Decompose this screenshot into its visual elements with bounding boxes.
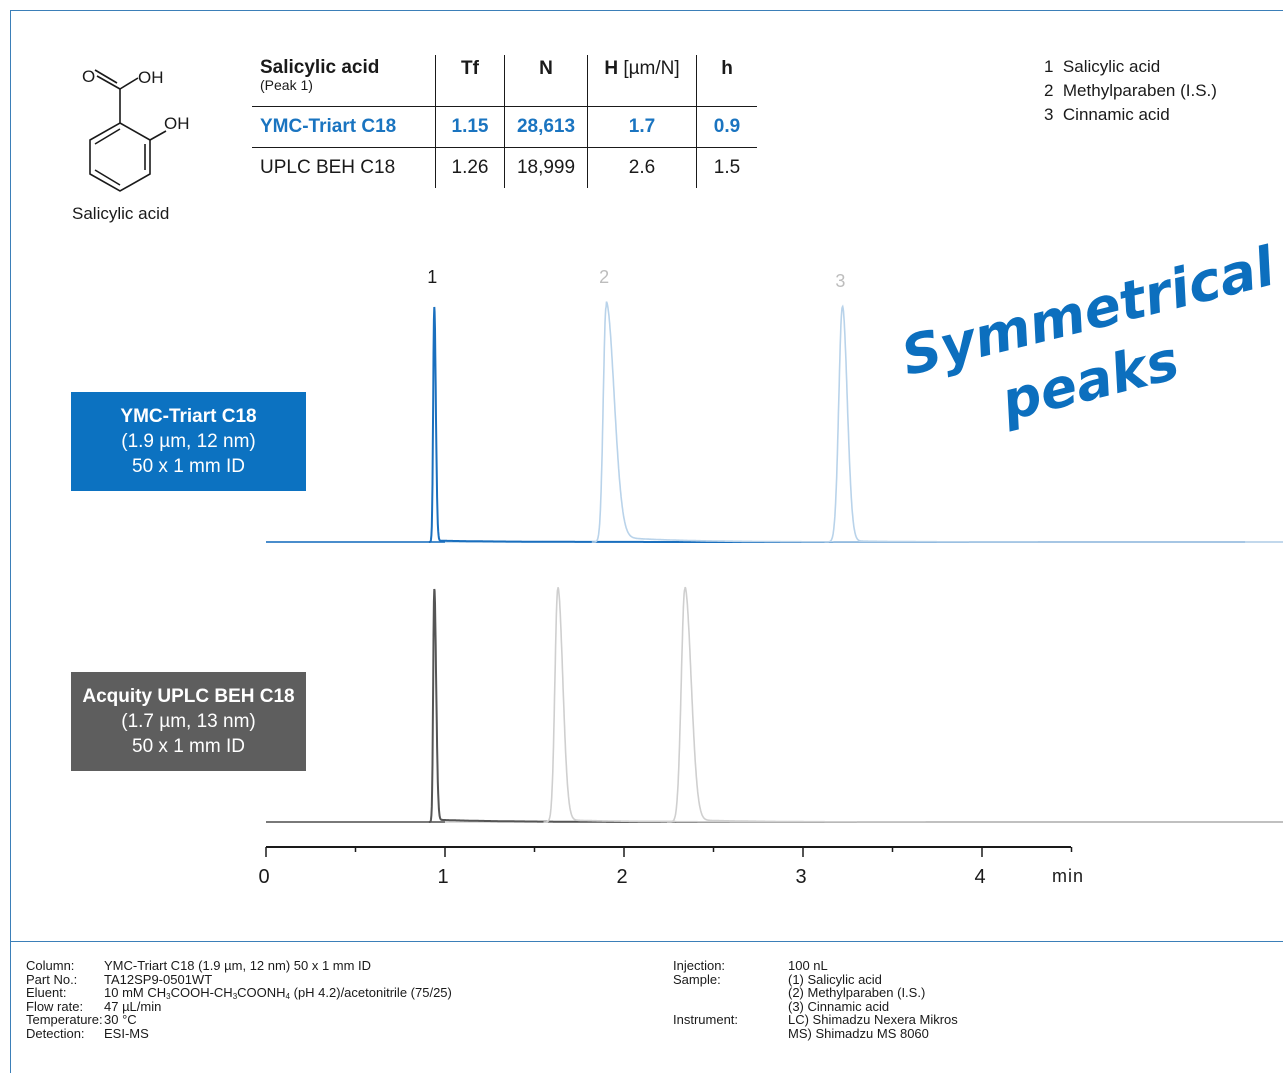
badge-dims: 50 x 1 mm ID [132, 736, 245, 757]
condition-value: YMC-Triart C18 (1.9 µm, 12 nm) 50 x 1 mm… [104, 958, 372, 973]
peak-label: 3 [835, 271, 845, 291]
condition-key: Flow rate: [26, 998, 84, 1014]
peak-3 [824, 304, 1283, 543]
badge-name: Acquity UPLC BEH C18 [82, 686, 295, 707]
condition-key [673, 1027, 788, 1041]
cell-h: 0.9 [696, 106, 757, 148]
table-row: UPLC BEH C18 1.26 18,999 2.6 1.5 [252, 147, 757, 188]
condition-value: 100 nL [788, 958, 828, 973]
conditions-right: Injection: 100 nL Sample: (1) Salicylic ac… [673, 959, 958, 1040]
cell-H: 1.7 [587, 106, 697, 148]
badge-particle: (1.7 µm, 13 nm) [121, 711, 256, 732]
legend-item: 2 Methylparaben (I.S.) [1044, 81, 1217, 100]
badge-dims: 50 x 1 mm ID [132, 456, 245, 477]
x-tick-label: 1 [437, 866, 448, 888]
condition-key: Eluent: [26, 985, 67, 1000]
condition-key [673, 1000, 788, 1014]
condition-value: ESI-MS [104, 1025, 149, 1041]
condition-key: Injection: [673, 958, 726, 973]
cell-column: YMC-Triart C18 [252, 106, 436, 148]
header-H-unit: [µm/N] [618, 58, 680, 79]
condition-key: Column: [26, 958, 75, 973]
carbonyl-double-bond [94, 69, 118, 84]
header-h: h [696, 55, 757, 107]
cell-n: 28,613 [504, 106, 588, 148]
badge-particle: (1.9 µm, 12 nm) [121, 431, 256, 452]
figure-frame [10, 10, 1283, 1073]
condition-key: Instrument: [673, 1012, 739, 1027]
cell-h: 1.5 [696, 147, 757, 188]
conditions-divider [10, 941, 1283, 942]
condition-row: Part No.: TA12SP9-0501WT [26, 971, 452, 987]
condition-value: (2) Methylparaben (I.S.) [788, 985, 926, 1000]
header-tf: Tf [435, 55, 505, 107]
beh-column-badge: Acquity UPLC BEH C18 (1.7 µm, 13 nm) 50 … [71, 672, 306, 771]
x-tick-label: 0 [258, 866, 269, 888]
peak-label: 2 [599, 267, 609, 287]
condition-row: (3) Cinnamic acid [673, 998, 958, 1014]
hydroxyl-bond [149, 130, 167, 141]
header-n: N [504, 55, 588, 107]
condition-value: 10 mM CH3COOH-CH3COONH4 (pH 4.2)/acetoni… [104, 985, 452, 1001]
peak-legend: 1 Salicylic acid 2 Methylparaben (I.S.) … [1044, 55, 1217, 127]
condition-row: Temperature: 30 °C [26, 1013, 452, 1027]
peak-3 [667, 583, 1283, 823]
condition-key: Part No.: [26, 971, 78, 987]
cell-n: 18,999 [504, 147, 588, 188]
condition-row: (2) Methylparaben (I.S.) [673, 986, 958, 1000]
condition-value: 30 °C [104, 1012, 137, 1027]
condition-row: Instrument: LC) Shimadzu Nexera Mikros [673, 1013, 958, 1027]
condition-row: Detection: ESI-MS [26, 1025, 452, 1041]
table-header-row: Salicylic acid (Peak 1) Tf N H [µm/N] h [252, 55, 757, 107]
condition-key [673, 986, 788, 1000]
condition-key: Temperature: [26, 1012, 103, 1027]
condition-value: MS) Shimadzu MS 8060 [788, 1025, 929, 1041]
x-tick-label: 3 [795, 866, 806, 888]
structure-caption: Salicylic acid [72, 204, 170, 223]
x-axis-label: min [1052, 866, 1084, 886]
condition-row: Column: YMC-Triart C18 (1.9 µm, 12 nm) 50… [26, 959, 452, 973]
cell-tf: 1.26 [435, 147, 505, 188]
oxygen-label: O [82, 67, 95, 86]
carboxyl-oh-label: OH [138, 68, 164, 87]
peak-1 [428, 588, 1283, 823]
legend-item: 1 Salicylic acid [1044, 57, 1161, 76]
header-H: H [µm/N] [587, 55, 697, 107]
header-H-bold: H [604, 58, 619, 79]
salicylic-acid-structure: O OH OH [82, 67, 190, 192]
condition-value: (1) Salicylic acid [788, 971, 882, 987]
condition-row: Eluent: 10 mM CH3COOH-CH3COONH4 (pH 4.2)/… [26, 985, 452, 1001]
condition-key: Sample: [673, 971, 721, 987]
condition-key: Detection: [26, 1025, 85, 1041]
condition-value: 47 µL/min [104, 998, 162, 1014]
x-tick-label: 2 [616, 866, 627, 888]
legend-item: 3 Cinnamic acid [1044, 105, 1170, 124]
x-tick-label: 4 [974, 866, 985, 888]
cell-H: 2.6 [587, 147, 697, 188]
ymc-column-badge: YMC-Triart C18 (1.9 µm, 12 nm) 50 x 1 mm… [71, 392, 306, 491]
condition-row: Flow rate: 47 µL/min [26, 998, 452, 1014]
conditions-left: Column: YMC-Triart C18 (1.9 µm, 12 nm) 50… [26, 959, 452, 1040]
comparison-table: Salicylic acid (Peak 1) Tf N H [µm/N] h … [252, 55, 757, 188]
condition-row: MS) Shimadzu MS 8060 [673, 1025, 958, 1041]
table-row: YMC-Triart C18 1.15 28,613 1.7 0.9 [252, 106, 757, 148]
badge-name: YMC-Triart C18 [120, 406, 257, 427]
condition-value: (3) Cinnamic acid [788, 998, 890, 1014]
condition-row: Injection: 100 nL [673, 959, 958, 973]
condition-row: Sample: (1) Salicylic acid [673, 971, 958, 987]
peak-label: 1 [427, 267, 437, 287]
condition-value: TA12SP9-0501WT [104, 971, 213, 987]
cell-column: UPLC BEH C18 [252, 147, 436, 188]
peak-2 [543, 587, 1283, 823]
table-title: Salicylic acid [260, 57, 380, 78]
cell-tf: 1.15 [435, 106, 505, 148]
phenol-oh-label: OH [164, 114, 190, 133]
condition-value: LC) Shimadzu Nexera Mikros [788, 1012, 958, 1027]
table-subtitle: (Peak 1) [260, 76, 313, 93]
